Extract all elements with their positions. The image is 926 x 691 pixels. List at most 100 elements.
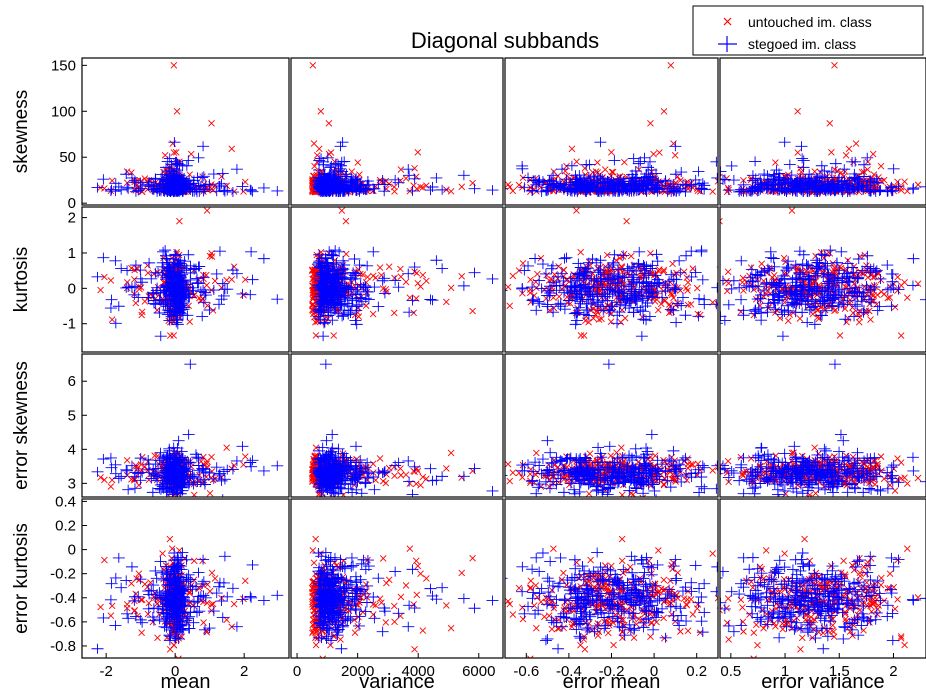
point-stegoed xyxy=(172,257,185,268)
point-untouched xyxy=(739,274,747,282)
point-stegoed xyxy=(568,282,581,293)
point-stegoed xyxy=(630,266,643,277)
point-untouched xyxy=(241,178,249,186)
point-untouched xyxy=(355,313,363,320)
point-stegoed xyxy=(582,257,595,268)
point-stegoed xyxy=(754,184,767,195)
point-stegoed xyxy=(329,272,342,283)
point-stegoed xyxy=(109,318,122,329)
point-untouched xyxy=(680,268,688,276)
point-stegoed xyxy=(735,255,748,266)
point-stegoed xyxy=(788,288,801,299)
point-stegoed xyxy=(572,258,585,269)
point-stegoed xyxy=(633,246,646,257)
point-stegoed xyxy=(105,294,118,305)
point-stegoed xyxy=(812,262,825,273)
point-stegoed xyxy=(327,278,340,289)
point-stegoed xyxy=(246,274,259,285)
point-stegoed xyxy=(216,168,229,179)
point-stegoed xyxy=(402,268,415,279)
point-stegoed xyxy=(312,282,325,293)
point-untouched xyxy=(402,278,410,286)
point-stegoed xyxy=(711,172,718,183)
point-untouched xyxy=(590,314,597,322)
point-stegoed xyxy=(170,276,183,287)
point-stegoed xyxy=(837,299,850,310)
point-untouched xyxy=(608,149,615,156)
point-stegoed xyxy=(669,169,682,180)
point-stegoed xyxy=(167,187,180,198)
point-stegoed xyxy=(430,172,443,183)
point-stegoed xyxy=(562,295,575,306)
panel-skewness-vs-error_variance xyxy=(719,57,926,206)
point-stegoed xyxy=(329,158,342,169)
point-stegoed xyxy=(696,274,709,285)
point-stegoed xyxy=(852,272,865,283)
point-stegoed xyxy=(821,278,834,289)
point-untouched xyxy=(161,152,169,159)
point-stegoed xyxy=(661,186,674,197)
point-stegoed xyxy=(794,291,807,302)
point-stegoed xyxy=(763,177,776,188)
point-untouched xyxy=(671,152,679,159)
point-untouched xyxy=(458,272,466,280)
point-stegoed xyxy=(207,169,220,180)
point-stegoed xyxy=(778,307,791,318)
point-stegoed xyxy=(147,295,160,306)
point-untouched xyxy=(701,269,707,275)
point-untouched xyxy=(656,149,663,156)
point-untouched xyxy=(211,277,219,285)
point-stegoed xyxy=(830,257,843,268)
point-stegoed xyxy=(345,172,358,183)
point-stegoed xyxy=(746,175,759,186)
point-untouched xyxy=(383,288,390,296)
point-stegoed xyxy=(832,184,845,195)
point-stegoed xyxy=(594,301,607,312)
point-stegoed xyxy=(632,158,645,169)
point-stegoed xyxy=(765,252,778,263)
point-stegoed xyxy=(318,294,331,305)
point-stegoed xyxy=(797,162,810,173)
point-untouched xyxy=(443,298,450,306)
point-untouched xyxy=(309,271,317,278)
point-stegoed xyxy=(604,304,617,315)
point-untouched xyxy=(894,273,901,281)
point-untouched xyxy=(826,119,834,127)
point-stegoed xyxy=(619,300,632,311)
point-stegoed xyxy=(645,165,658,176)
point-untouched xyxy=(469,307,476,315)
point-untouched xyxy=(107,277,115,284)
point-untouched xyxy=(657,300,665,308)
point-stegoed xyxy=(572,302,585,313)
point-stegoed xyxy=(178,265,191,276)
point-stegoed xyxy=(780,265,793,276)
point-stegoed xyxy=(354,183,367,194)
point-stegoed xyxy=(342,301,355,312)
point-stegoed xyxy=(565,160,578,171)
point-stegoed xyxy=(585,298,598,309)
point-stegoed xyxy=(809,270,822,281)
point-stegoed xyxy=(157,246,170,257)
panel-frame xyxy=(290,206,504,353)
point-untouched xyxy=(598,315,605,323)
point-untouched xyxy=(901,278,908,286)
point-stegoed xyxy=(617,293,630,304)
point-stegoed xyxy=(530,305,543,316)
point-untouched xyxy=(490,286,496,292)
point-stegoed xyxy=(775,274,788,285)
point-stegoed xyxy=(760,277,773,288)
point-stegoed xyxy=(349,181,362,192)
point-stegoed xyxy=(339,171,352,182)
point-untouched xyxy=(144,269,152,277)
point-stegoed xyxy=(564,184,577,195)
point-untouched xyxy=(417,183,424,191)
panel-points xyxy=(505,62,718,198)
point-untouched xyxy=(533,284,540,292)
point-stegoed xyxy=(858,305,871,316)
point-stegoed xyxy=(604,282,617,293)
point-stegoed xyxy=(841,268,854,279)
legend-marker-stegoed xyxy=(718,36,737,52)
point-stegoed xyxy=(580,266,593,277)
y-tick-label: 2 xyxy=(68,210,76,227)
point-untouched xyxy=(693,284,701,292)
